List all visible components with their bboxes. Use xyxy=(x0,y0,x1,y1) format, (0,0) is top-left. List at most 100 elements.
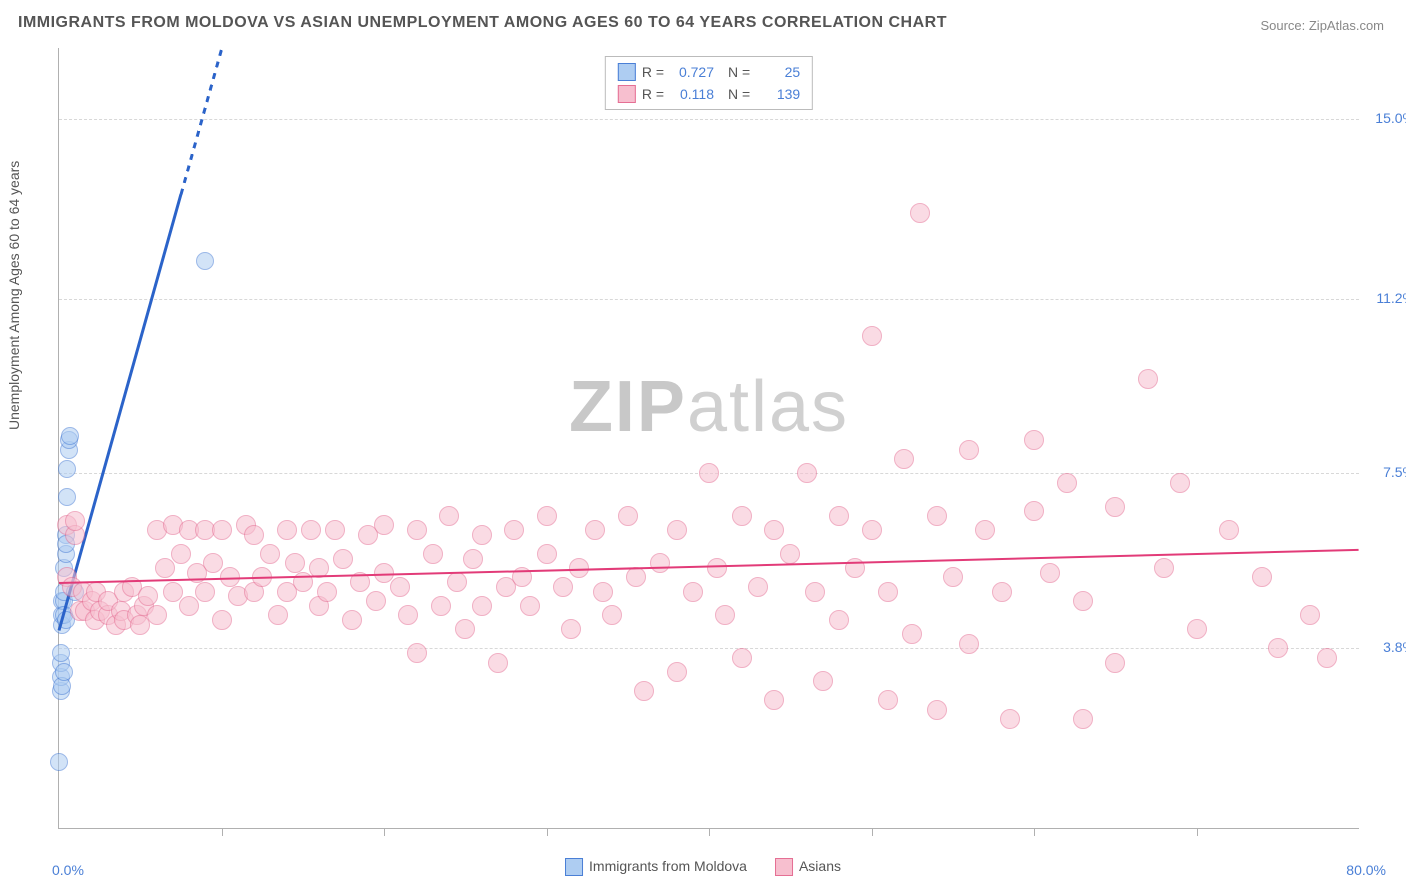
data-point-asians xyxy=(147,605,167,625)
legend-item: Immigrants from Moldova xyxy=(565,858,747,876)
source-label: Source: ZipAtlas.com xyxy=(1260,18,1384,33)
data-point-asians xyxy=(1073,709,1093,729)
data-point-asians xyxy=(902,624,922,644)
data-point-asians xyxy=(813,671,833,691)
data-point-asians xyxy=(342,610,362,630)
legend-label: Asians xyxy=(799,858,841,874)
data-point-asians xyxy=(829,506,849,526)
data-point-asians xyxy=(732,648,752,668)
data-point-asians xyxy=(878,690,898,710)
data-point-asians xyxy=(1073,591,1093,611)
legend-n-value: 139 xyxy=(756,83,800,105)
data-point-asians xyxy=(212,610,232,630)
data-point-asians xyxy=(1154,558,1174,578)
data-point-asians xyxy=(1024,501,1044,521)
data-point-asians xyxy=(455,619,475,639)
data-point-asians xyxy=(959,440,979,460)
legend-swatch xyxy=(618,63,636,81)
gridline xyxy=(59,299,1359,300)
data-point-asians xyxy=(537,544,557,564)
x-axis-min-label: 0.0% xyxy=(52,862,84,878)
data-point-asians xyxy=(138,586,158,606)
data-point-asians xyxy=(301,520,321,540)
y-axis-label: Unemployment Among Ages 60 to 64 years xyxy=(6,161,22,430)
y-tick-label: 11.2% xyxy=(1365,290,1406,306)
data-point-asians xyxy=(1000,709,1020,729)
legend-swatch xyxy=(618,85,636,103)
data-point-asians xyxy=(171,544,191,564)
data-point-asians xyxy=(439,506,459,526)
data-point-asians xyxy=(797,463,817,483)
data-point-asians xyxy=(1138,369,1158,389)
data-point-moldova xyxy=(58,488,76,506)
data-point-asians xyxy=(163,582,183,602)
data-point-asians xyxy=(423,544,443,564)
data-point-asians xyxy=(463,549,483,569)
data-point-asians xyxy=(992,582,1012,602)
gridline xyxy=(59,648,1359,649)
data-point-asians xyxy=(764,520,784,540)
legend-item: Asians xyxy=(775,858,841,876)
data-point-asians xyxy=(683,582,703,602)
data-point-asians xyxy=(975,520,995,540)
data-point-asians xyxy=(667,662,687,682)
data-point-asians xyxy=(1040,563,1060,583)
legend-n-label: N = xyxy=(728,61,750,83)
data-point-moldova xyxy=(55,663,73,681)
data-point-moldova xyxy=(196,252,214,270)
data-point-asians xyxy=(1219,520,1239,540)
data-point-asians xyxy=(959,634,979,654)
data-point-asians xyxy=(195,582,215,602)
y-tick-label: 3.8% xyxy=(1365,639,1406,655)
data-point-asians xyxy=(244,525,264,545)
data-point-asians xyxy=(317,582,337,602)
gridline xyxy=(59,119,1359,120)
data-point-asians xyxy=(285,553,305,573)
data-point-asians xyxy=(585,520,605,540)
x-tick xyxy=(709,828,710,836)
series-legend: Immigrants from Moldova Asians xyxy=(565,858,841,876)
x-tick xyxy=(1034,828,1035,836)
legend-row-moldova: R =0.727N =25 xyxy=(618,61,800,83)
watermark-light: atlas xyxy=(687,367,849,447)
data-point-asians xyxy=(618,506,638,526)
data-point-asians xyxy=(1268,638,1288,658)
data-point-asians xyxy=(65,511,85,531)
data-point-asians xyxy=(602,605,622,625)
data-point-asians xyxy=(561,619,581,639)
data-point-asians xyxy=(390,577,410,597)
data-point-asians xyxy=(715,605,735,625)
data-point-asians xyxy=(488,653,508,673)
legend-r-value: 0.118 xyxy=(670,83,714,105)
watermark: ZIPatlas xyxy=(569,366,849,448)
data-point-moldova xyxy=(50,753,68,771)
data-point-asians xyxy=(472,525,492,545)
data-point-asians xyxy=(407,643,427,663)
data-point-asians xyxy=(1105,497,1125,517)
data-point-asians xyxy=(699,463,719,483)
legend-swatch xyxy=(565,858,583,876)
legend-r-value: 0.727 xyxy=(670,61,714,83)
data-point-asians xyxy=(431,596,451,616)
legend-n-value: 25 xyxy=(756,61,800,83)
data-point-asians xyxy=(748,577,768,597)
data-point-asians xyxy=(862,520,882,540)
data-point-asians xyxy=(472,596,492,616)
data-point-asians xyxy=(1024,430,1044,450)
data-point-asians xyxy=(333,549,353,569)
legend-row-asians: R =0.118N =139 xyxy=(618,83,800,105)
correlation-legend: R =0.727N =25R =0.118N =139 xyxy=(605,56,813,110)
data-point-asians xyxy=(862,326,882,346)
data-point-asians xyxy=(203,553,223,573)
data-point-asians xyxy=(179,596,199,616)
data-point-moldova xyxy=(58,460,76,478)
data-point-asians xyxy=(927,700,947,720)
y-tick-label: 15.0% xyxy=(1365,110,1406,126)
data-point-asians xyxy=(520,596,540,616)
data-point-asians xyxy=(780,544,800,564)
data-point-asians xyxy=(1187,619,1207,639)
data-point-asians xyxy=(650,553,670,573)
x-tick xyxy=(384,828,385,836)
data-point-asians xyxy=(593,582,613,602)
data-point-asians xyxy=(667,520,687,540)
